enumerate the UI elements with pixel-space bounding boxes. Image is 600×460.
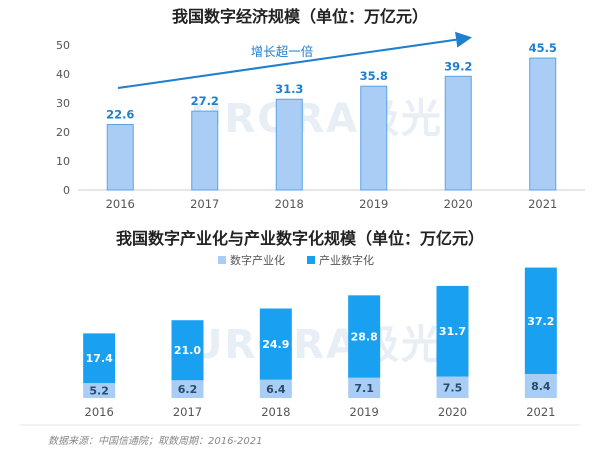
x2-tick-label-2019: 2019 bbox=[350, 405, 379, 419]
chart1-y-axis: 0 10 20 30 40 50 bbox=[56, 39, 585, 197]
bar-2021 bbox=[529, 57, 557, 191]
chart1-x-axis: 2016 2017 2018 2019 2020 2021 bbox=[106, 197, 558, 211]
stack-1-2017 bbox=[171, 380, 204, 398]
bar-value-2017: 27.2 bbox=[191, 94, 219, 108]
y-tick-label-1: 10 bbox=[56, 155, 70, 168]
growth-annotation-text: 增长超一倍 bbox=[251, 44, 314, 59]
x-tick-label-2021: 2021 bbox=[528, 197, 557, 211]
legend-swatch-series1 bbox=[218, 256, 226, 264]
bar-value-2020: 39.2 bbox=[444, 59, 472, 73]
y-tick-label-2: 20 bbox=[56, 126, 70, 139]
stack-value-1-2016: 5.2 bbox=[89, 385, 109, 398]
bar-value-2018: 31.3 bbox=[275, 82, 303, 96]
x2-tick-label-2017: 2017 bbox=[173, 405, 202, 419]
stack-1-2019 bbox=[348, 377, 381, 398]
y-tick-label-4: 40 bbox=[56, 68, 70, 81]
stack-2-2020 bbox=[436, 285, 469, 377]
legend-label-series1: 数字产业化 bbox=[230, 253, 285, 267]
x2-tick-label-2018: 2018 bbox=[261, 405, 290, 419]
watermark-top: URORA极光 bbox=[190, 96, 443, 142]
x-tick-label-2018: 2018 bbox=[275, 197, 304, 211]
stack-2-2021 bbox=[524, 267, 557, 374]
y-tick-label-0: 0 bbox=[63, 184, 70, 197]
stack-1-2021 bbox=[524, 373, 557, 398]
stack-value-2-2020: 31.7 bbox=[439, 325, 466, 338]
y-tick-label-3: 30 bbox=[56, 97, 70, 110]
y-tick-label-5: 50 bbox=[56, 39, 70, 52]
stack-2-2016 bbox=[83, 333, 116, 384]
chart2-legend: 数字产业化 产业数字化 bbox=[218, 253, 374, 267]
x-tick-label-2017: 2017 bbox=[190, 197, 219, 211]
stack-value-2-2017: 21.0 bbox=[174, 344, 201, 357]
legend-swatch-series2 bbox=[307, 256, 315, 264]
chart1-bars: 22.6 27.2 31.3 35.8 39.2 45.5 bbox=[106, 41, 557, 191]
stack-value-1-2020: 7.5 bbox=[443, 381, 463, 394]
bar-2017 bbox=[191, 110, 219, 191]
chart2-title: 我国数字产业化与产业数字化规模（单位：万亿元） bbox=[116, 229, 484, 248]
stack-value-1-2021: 8.4 bbox=[531, 380, 551, 393]
chart1-title: 我国数字经济规模（单位：万亿元） bbox=[172, 7, 428, 26]
bar-value-2016: 22.6 bbox=[106, 107, 134, 121]
bar-2020 bbox=[444, 75, 472, 191]
stack-2-2017 bbox=[171, 320, 204, 381]
x2-tick-label-2021: 2021 bbox=[526, 405, 555, 419]
bar-2018 bbox=[275, 98, 303, 191]
bar-value-2019: 35.8 bbox=[360, 69, 388, 83]
stack-1-2018 bbox=[259, 379, 292, 398]
stack-1-2020 bbox=[436, 376, 469, 398]
stack-value-2-2018: 24.9 bbox=[262, 338, 289, 351]
stack-value-1-2018: 6.4 bbox=[266, 383, 286, 396]
x2-tick-label-2020: 2020 bbox=[438, 405, 467, 419]
stack-value-1-2017: 6.2 bbox=[178, 383, 198, 396]
chart2-x-axis: 2016 2017 2018 2019 2020 2021 bbox=[85, 405, 556, 419]
source-note: 数据来源：中国信通院；取数周期：2016-2021 bbox=[48, 435, 263, 447]
stack-2-2018 bbox=[259, 308, 292, 380]
stack-value-2-2019: 28.8 bbox=[351, 331, 378, 344]
growth-arrow bbox=[117, 31, 472, 89]
chart2-bars: 5.2 17.4 6.2 21.0 6.4 24.9 7.1 28.8 7.5 31.7 8.4 37… bbox=[83, 267, 557, 398]
bar-2016 bbox=[106, 123, 134, 191]
stack-value-2-2016: 17.4 bbox=[86, 352, 113, 365]
x-tick-label-2016: 2016 bbox=[106, 197, 135, 211]
bar-value-2021: 45.5 bbox=[529, 41, 557, 55]
x2-tick-label-2016: 2016 bbox=[85, 405, 114, 419]
x-tick-label-2019: 2019 bbox=[359, 197, 388, 211]
x-tick-label-2020: 2020 bbox=[444, 197, 473, 211]
stack-value-1-2019: 7.1 bbox=[354, 382, 374, 395]
watermark-bottom: URORA极光 bbox=[190, 322, 443, 368]
stack-value-2-2021: 37.2 bbox=[527, 315, 554, 328]
chart1-growth-annotation: 增长超一倍 bbox=[117, 31, 472, 89]
stack-2-2019 bbox=[348, 295, 381, 378]
stack-1-2016 bbox=[83, 383, 116, 398]
bar-2019 bbox=[360, 85, 388, 191]
legend-label-series2: 产业数字化 bbox=[319, 253, 374, 267]
